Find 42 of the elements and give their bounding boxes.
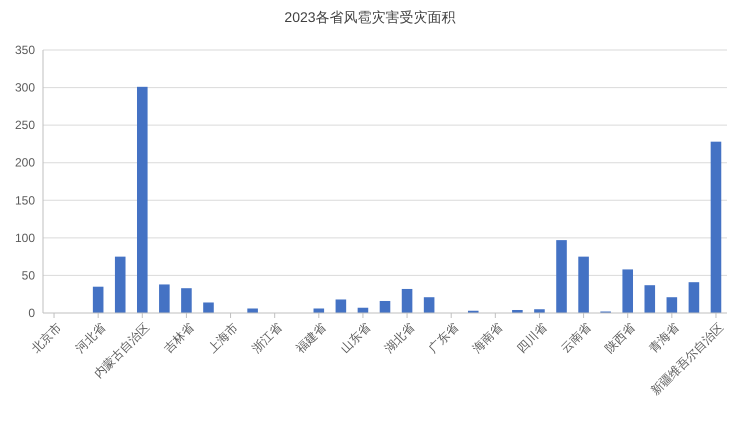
bar [688, 282, 700, 313]
y-tick-label: 50 [22, 268, 36, 282]
bar [336, 299, 346, 313]
bar [159, 284, 170, 313]
bar [114, 256, 126, 313]
x-tick-label: 吉林省 [161, 320, 196, 356]
bar [402, 288, 412, 313]
bar [203, 302, 214, 313]
y-tick-label: 100 [14, 230, 36, 245]
bar [534, 309, 545, 313]
x-tick-label: 四川省 [514, 320, 550, 356]
x-tick-label: 青海省 [646, 320, 682, 356]
x-tick-label: 云南省 [558, 320, 594, 356]
y-tick-label: 350 [14, 43, 36, 57]
y-tick-label: 300 [14, 80, 36, 95]
bar [181, 288, 192, 313]
x-tick-label: 陕西省 [602, 320, 638, 356]
y-tick-label: 0 [28, 306, 36, 320]
bar [358, 308, 368, 313]
bar [92, 286, 104, 313]
x-tick-label: 湖北省 [382, 320, 418, 356]
bar [136, 86, 148, 313]
chart-title: 2023各省风雹灾害受灾面积 [284, 9, 456, 25]
bar [556, 240, 567, 313]
x-tick-label: 北京市 [28, 320, 64, 356]
bar [710, 142, 722, 313]
x-tick-label: 河北省 [72, 320, 108, 356]
bar [578, 256, 589, 313]
bar [644, 285, 656, 313]
y-tick-label: 250 [14, 118, 36, 132]
y-tick-label: 150 [14, 193, 36, 208]
y-tick-label: 200 [14, 156, 36, 170]
bar [424, 297, 434, 313]
bar [380, 300, 390, 313]
bar [622, 269, 634, 313]
x-tick-label: 上海市 [205, 320, 240, 356]
x-tick-label: 福建省 [293, 320, 329, 356]
x-tick-label: 浙江省 [249, 320, 285, 356]
bar [666, 297, 678, 313]
x-tick-label: 广东省 [426, 320, 462, 356]
x-tick-label: 山东省 [338, 320, 373, 356]
x-tick-label: 海南省 [470, 320, 506, 356]
